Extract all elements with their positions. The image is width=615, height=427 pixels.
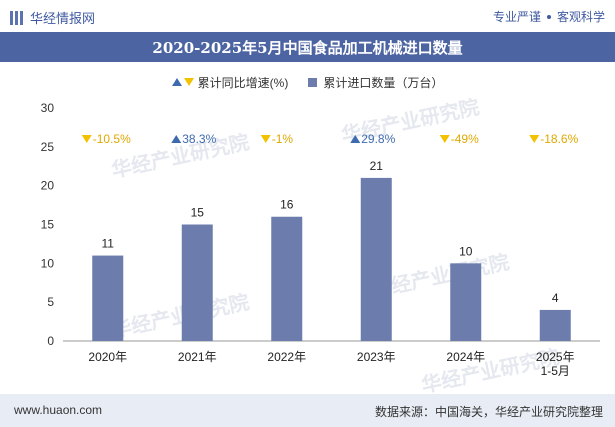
- chart-title: 2020-2025年5月中国食品加工机械进口数量: [0, 32, 615, 62]
- bar-value-label: 4: [552, 291, 559, 305]
- tagline-right: 客观科学: [556, 10, 605, 24]
- triangle-down-icon: [260, 135, 271, 143]
- growth-label: -49%: [451, 132, 479, 146]
- growth-label: -18.6%: [540, 132, 578, 146]
- bar-value-label: 10: [459, 244, 473, 258]
- bar: [92, 255, 124, 341]
- legend-bar-swatch: [308, 77, 318, 87]
- y-tick-label: 0: [47, 334, 54, 348]
- tagline-left: 专业严谨: [492, 10, 541, 24]
- bar: [181, 224, 213, 341]
- bar: [539, 309, 571, 341]
- growth-label: -1%: [272, 132, 294, 146]
- x-tick-label: 1-5月: [541, 364, 570, 378]
- y-tick-label: 20: [41, 179, 55, 193]
- bar: [271, 216, 303, 341]
- x-tick-label: 2022年: [267, 350, 306, 364]
- bar-value-label: 21: [370, 159, 384, 173]
- bar-value-label: 16: [280, 198, 294, 212]
- separator-dot-icon: [546, 14, 551, 19]
- triangle-up-icon: [350, 135, 361, 143]
- growth-label: 38.3%: [182, 132, 216, 146]
- growth-label: -10.5%: [93, 132, 131, 146]
- y-tick-label: 10: [41, 256, 55, 270]
- triangle-down-icon: [529, 135, 540, 143]
- logo: 华经情报网: [10, 8, 95, 27]
- triangle-down-icon: [183, 78, 194, 86]
- legend: 累计同比增速(%) 累计进口数量（万台）: [0, 72, 615, 92]
- logo-icon: [10, 10, 24, 25]
- bar-chart: 0 5 10 15 20 25 30 11 2020年 -10.5% 15 2021年 38.3% 16 2…: [41, 101, 600, 378]
- y-tick-label: 30: [41, 101, 55, 115]
- bar: [360, 177, 392, 341]
- triangle-up-icon: [171, 135, 182, 143]
- bar-value-label: 15: [191, 206, 205, 220]
- footer-source: 数据来源：中国海关，华经产业研究院整理: [374, 405, 603, 419]
- triangle-down-icon: [81, 135, 92, 143]
- triangle-down-icon: [439, 135, 450, 143]
- footer-website[interactable]: www.huaon.com: [14, 403, 103, 417]
- x-tick-label: 2021年: [178, 350, 217, 364]
- y-tick-label: 5: [47, 295, 54, 309]
- logo-text: 华经情报网: [30, 11, 96, 26]
- y-tick-label: 15: [41, 218, 55, 232]
- legend-count-label: 累计进口数量（万台）: [323, 75, 444, 90]
- triangle-up-icon: [171, 78, 182, 86]
- bar-value-label: 11: [102, 237, 115, 251]
- x-tick-label: 2020年: [88, 350, 127, 364]
- legend-count: 累计进口数量（万台）: [308, 74, 443, 91]
- footer: www.huaon.com 数据来源：中国海关，华经产业研究院整理: [0, 394, 615, 427]
- tagline: 专业严谨 客观科学: [493, 8, 605, 25]
- bar: [450, 263, 482, 341]
- growth-label: 29.8%: [361, 132, 395, 146]
- legend-growth: 累计同比增速(%): [171, 74, 289, 91]
- x-tick-label: 2023年: [357, 350, 396, 364]
- y-tick-label: 25: [41, 140, 55, 154]
- top-bar: 华经情报网 专业严谨 客观科学: [0, 0, 615, 32]
- legend-growth-label: 累计同比增速(%): [197, 75, 289, 90]
- x-tick-label: 2024年: [446, 350, 485, 364]
- x-tick-label: 2025年: [536, 350, 575, 364]
